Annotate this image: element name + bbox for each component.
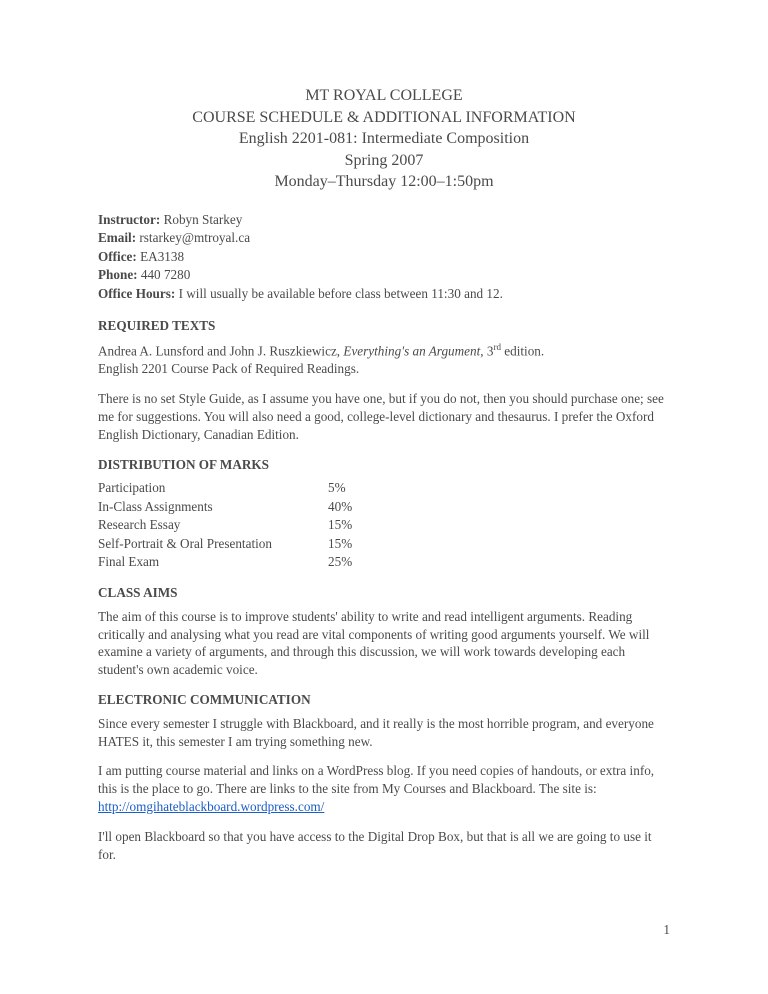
required-texts-title: REQUIRED TEXTS <box>98 317 670 335</box>
electronic-p2-text: I am putting course material and links o… <box>98 763 654 796</box>
electronic-p1: Since every semester I struggle with Bla… <box>98 715 670 751</box>
marks-item-value: 25% <box>328 553 352 571</box>
page-number: 1 <box>663 921 670 939</box>
office-hours-line: Office Hours: I will usually be availabl… <box>98 285 670 303</box>
marks-item-value: 40% <box>328 498 352 516</box>
marks-item-value: 15% <box>328 535 352 553</box>
marks-item-label: Self-Portrait & Oral Presentation <box>98 535 328 553</box>
electronic-p3: I'll open Blackboard so that you have ac… <box>98 828 670 864</box>
header-course-title: English 2201-081: Intermediate Compositi… <box>98 128 670 150</box>
contact-info: Instructor: Robyn Starkey Email: rstarke… <box>98 211 670 303</box>
office-hours-label: Office Hours: <box>98 286 175 301</box>
office-value: EA3138 <box>137 249 184 264</box>
office-label: Office: <box>98 249 137 264</box>
phone-line: Phone: 440 7280 <box>98 266 670 284</box>
instructor-value: Robyn Starkey <box>160 212 242 227</box>
electronic-title: ELECTRONIC COMMUNICATION <box>98 691 670 709</box>
office-hours-value: I will usually be available before class… <box>175 286 503 301</box>
office-line: Office: EA3138 <box>98 248 670 266</box>
marks-item-value: 5% <box>328 479 352 497</box>
marks-item-label: Participation <box>98 479 328 497</box>
instructor-line: Instructor: Robyn Starkey <box>98 211 670 229</box>
email-label: Email: <box>98 230 136 245</box>
course-blog-link[interactable]: http://omgihateblackboard.wordpress.com/ <box>98 799 324 814</box>
page-header: MT ROYAL COLLEGE COURSE SCHEDULE & ADDIT… <box>98 85 670 193</box>
header-term: Spring 2007 <box>98 150 670 172</box>
table-row: Participation5% <box>98 479 352 497</box>
header-schedule: Monday–Thursday 12:00–1:50pm <box>98 171 670 193</box>
marks-item-label: In-Class Assignments <box>98 498 328 516</box>
marks-item-value: 15% <box>328 516 352 534</box>
phone-value: 440 7280 <box>138 267 191 282</box>
class-aims-title: CLASS AIMS <box>98 584 670 602</box>
table-row: Research Essay15% <box>98 516 352 534</box>
header-institution: MT ROYAL COLLEGE <box>98 85 670 107</box>
required-texts-p2: There is no set Style Guide, as I assume… <box>98 390 670 443</box>
text-authors: Andrea A. Lunsford and John J. Ruszkiewi… <box>98 344 343 359</box>
table-row: In-Class Assignments40% <box>98 498 352 516</box>
class-aims-p1: The aim of this course is to improve stu… <box>98 608 670 679</box>
marks-table: Participation5% In-Class Assignments40% … <box>98 479 352 571</box>
phone-label: Phone: <box>98 267 138 282</box>
electronic-p2: I am putting course material and links o… <box>98 762 670 815</box>
text-edition-ordinal: rd <box>493 342 501 352</box>
text-book-title: Everything's an Argument <box>343 344 480 359</box>
text-edition-prefix: , 3 <box>480 344 493 359</box>
table-row: Self-Portrait & Oral Presentation15% <box>98 535 352 553</box>
email-value: rstarkey@mtroyal.ca <box>136 230 250 245</box>
marks-item-label: Final Exam <box>98 553 328 571</box>
email-line: Email: rstarkey@mtroyal.ca <box>98 229 670 247</box>
required-texts-p1: Andrea A. Lunsford and John J. Ruszkiewi… <box>98 341 670 378</box>
table-row: Final Exam25% <box>98 553 352 571</box>
header-course-schedule: COURSE SCHEDULE & ADDITIONAL INFORMATION <box>98 107 670 129</box>
text-edition-suffix: edition. <box>501 344 544 359</box>
marks-item-label: Research Essay <box>98 516 328 534</box>
marks-title: DISTRIBUTION OF MARKS <box>98 456 670 474</box>
text-course-pack: English 2201 Course Pack of Required Rea… <box>98 361 359 376</box>
instructor-label: Instructor: <box>98 212 160 227</box>
document-page: MT ROYAL COLLEGE COURSE SCHEDULE & ADDIT… <box>0 0 768 994</box>
